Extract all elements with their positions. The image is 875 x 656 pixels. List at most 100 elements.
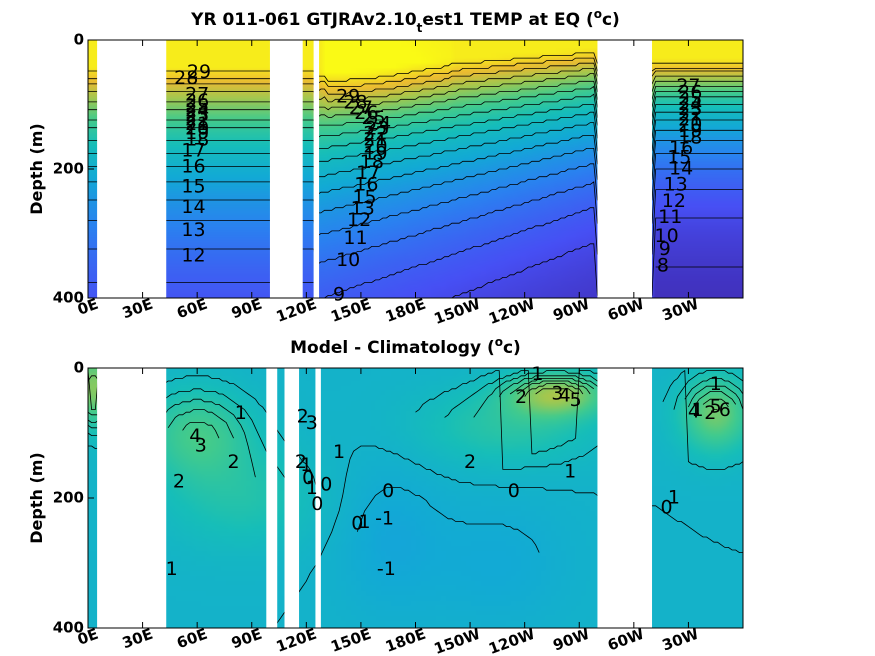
- contour-label: 23: [185, 104, 209, 126]
- x-tick-label: 30W: [660, 625, 702, 655]
- x-tick-label: 0E: [75, 295, 101, 319]
- land-mask: [313, 39, 320, 299]
- contour-label: 1: [306, 477, 318, 499]
- contour-label: 0: [320, 474, 332, 496]
- x-tick-label: 150W: [432, 295, 484, 328]
- contour-label: 2: [704, 402, 716, 424]
- contour-label: 1: [359, 511, 371, 533]
- land-mask: [597, 367, 653, 629]
- contour-label: 1: [691, 399, 703, 421]
- contour-label: 15: [352, 187, 376, 209]
- contour-label: 3: [306, 412, 318, 434]
- contour-label: 4: [559, 384, 571, 406]
- contour-label: 26: [185, 90, 209, 112]
- x-tick-label: 180E: [383, 625, 428, 656]
- y-tick-label: 400: [53, 289, 84, 307]
- contour-label: 22: [678, 103, 702, 125]
- contour-label: 20: [185, 118, 209, 140]
- contour-label: 11: [658, 206, 682, 228]
- contour-label: 13: [351, 197, 375, 219]
- x-tick-label: 90E: [229, 295, 264, 323]
- contour-label: 24: [678, 93, 702, 115]
- x-tick-label: 90E: [229, 625, 264, 653]
- contour-label: 26: [354, 102, 378, 124]
- contour-label: 23: [678, 98, 702, 120]
- contour-label: 28: [343, 92, 367, 114]
- contour-label: 29: [187, 61, 211, 83]
- contour-label: 0: [351, 513, 363, 535]
- contour-label: 19: [363, 143, 387, 165]
- contour-label: 19: [185, 122, 209, 144]
- y-tick-label: 200: [53, 489, 84, 507]
- contour-label: 27: [676, 75, 700, 97]
- contour-label: 14: [181, 196, 205, 218]
- contour-label: 16: [669, 137, 693, 159]
- contour-label: 11: [343, 227, 367, 249]
- contour-label: 9: [333, 283, 345, 305]
- contour-label: 3: [551, 383, 563, 405]
- contour-label: 20: [678, 114, 702, 136]
- contour-label: 10: [654, 225, 678, 247]
- contour-label: 2: [464, 451, 476, 473]
- contour-label: 13: [664, 174, 688, 196]
- contour-label: 22: [363, 123, 387, 145]
- land-mask: [97, 39, 167, 299]
- x-tick-label: 120E: [274, 625, 319, 656]
- contour-label: 13: [181, 219, 205, 241]
- contour-label: 1: [531, 363, 543, 385]
- contour-label: 27: [349, 97, 373, 119]
- contour-label: 20: [363, 136, 387, 158]
- y-tick-label: 0: [74, 31, 84, 49]
- y-axis-1: 0 200 400: [53, 359, 94, 637]
- contour-label: 10: [336, 249, 360, 271]
- contour-line: [451, 217, 743, 299]
- land-mask: [97, 367, 167, 629]
- contour-label: 18: [185, 128, 209, 150]
- contour-line: [356, 487, 540, 553]
- contour-label: 12: [181, 245, 205, 267]
- y-tick-label: 400: [53, 619, 84, 637]
- contour-label: 21: [678, 108, 702, 130]
- y-axis-label-1: Depth (m): [27, 452, 46, 544]
- contour-label: 17: [356, 162, 380, 184]
- contour-label: 2: [228, 451, 240, 473]
- contour-label: 29: [336, 85, 360, 107]
- contour-label: 15: [667, 147, 691, 169]
- contour-label: 24: [367, 112, 391, 134]
- x-tick-label: 90W: [551, 625, 593, 655]
- contour-label: 16: [181, 156, 205, 178]
- contour-label: 1: [668, 487, 680, 509]
- contour-label: -1: [375, 507, 394, 529]
- contour-label: 19: [678, 120, 702, 142]
- contour-label: 0: [661, 496, 673, 518]
- contour-label: 0: [302, 467, 314, 489]
- contour-label: 5: [570, 389, 582, 411]
- contour-label: 23: [365, 118, 389, 140]
- contour-label: 1: [333, 441, 345, 463]
- land-mask: [269, 39, 303, 299]
- y-tick-label: 0: [74, 359, 84, 377]
- contour-label: 8: [657, 254, 669, 276]
- contour-label: 22: [185, 108, 209, 130]
- contour-label: 26: [678, 81, 702, 103]
- contour-label: 2: [173, 470, 185, 492]
- contour-label: 1: [300, 454, 312, 476]
- x-tick-label: 180E: [383, 295, 428, 326]
- y-tick-label: 200: [53, 160, 84, 178]
- contour-label: 18: [678, 127, 702, 149]
- contour-label: 0: [311, 493, 323, 515]
- contour-line: [535, 388, 576, 395]
- x-tick-label: 120W: [486, 295, 538, 328]
- y-axis-0: 0 200 400: [53, 31, 94, 307]
- x-tick-label: 60E: [174, 295, 209, 323]
- x-tick-label: 60W: [605, 625, 647, 655]
- contour-label: 1: [235, 402, 247, 424]
- contour-label: 5: [710, 396, 722, 418]
- contour-label: 17: [181, 139, 205, 161]
- contour-label: 4: [189, 425, 201, 447]
- contour-label: 12: [347, 209, 371, 231]
- contour-label: 3: [195, 435, 207, 457]
- contour-label: 15: [181, 176, 205, 198]
